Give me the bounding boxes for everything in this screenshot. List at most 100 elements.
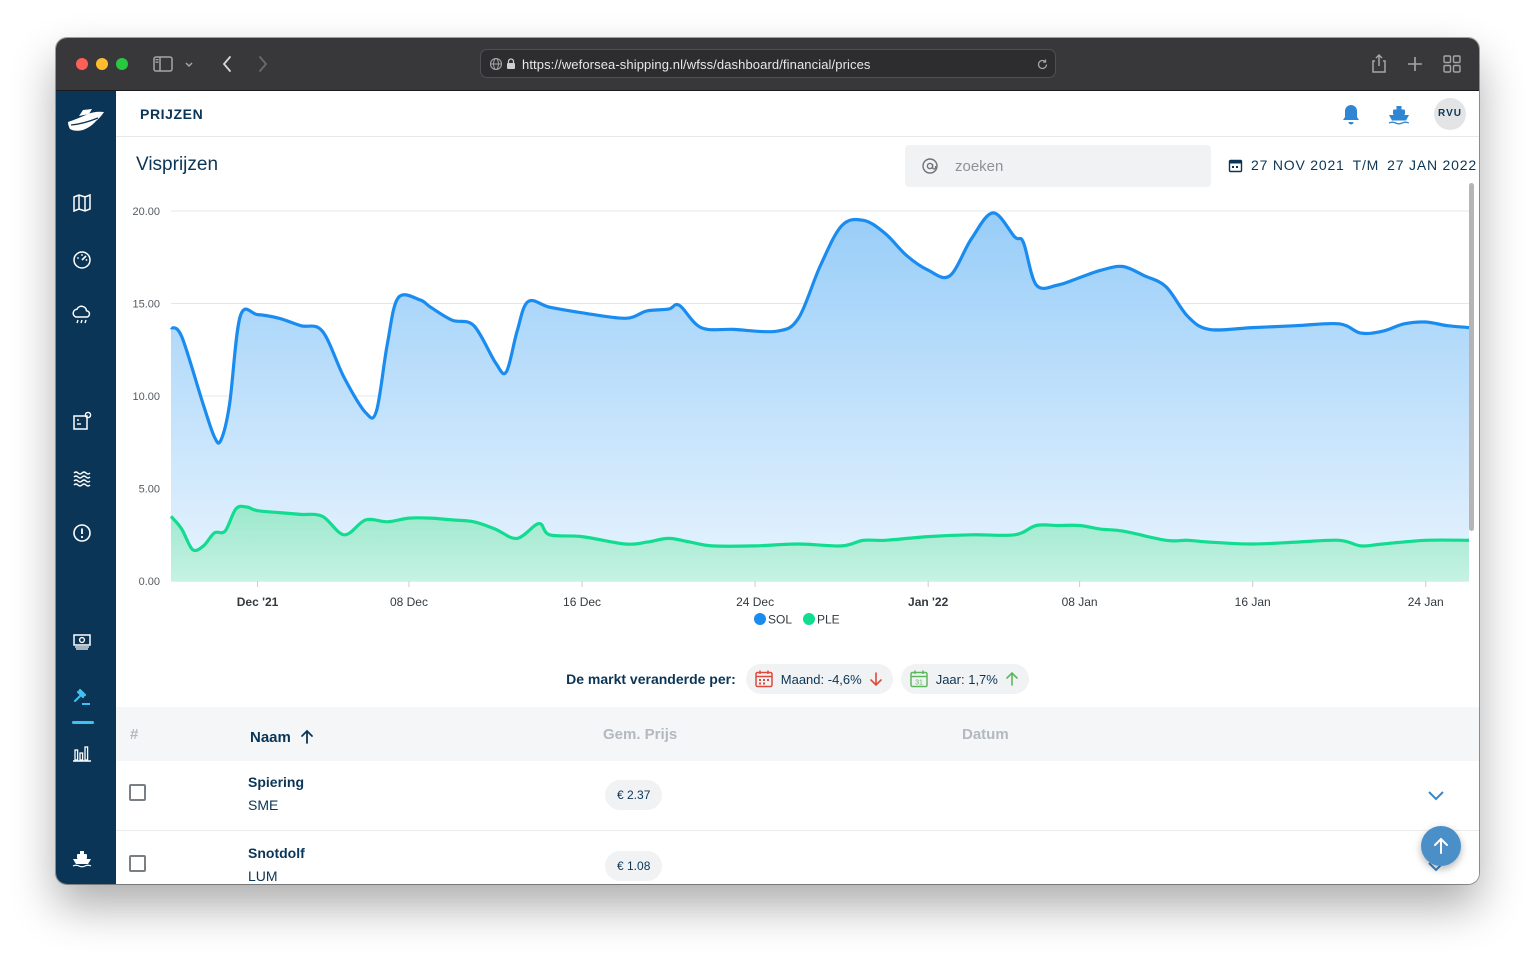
column-index: # — [130, 726, 139, 743]
expand-row-icon[interactable] — [1426, 785, 1446, 805]
x-tick-label: 16 Jan — [1235, 595, 1271, 609]
arrow-up-icon — [1434, 837, 1448, 854]
alert-icon[interactable] — [70, 521, 94, 545]
date-separator: T/M — [1352, 157, 1380, 173]
fish-code: SME — [248, 797, 279, 813]
row-checkbox[interactable] — [129, 784, 146, 801]
notification-bell-icon[interactable] — [1340, 102, 1362, 126]
forward-icon[interactable] — [250, 53, 274, 75]
ship-logo-icon[interactable] — [65, 105, 107, 135]
y-tick-label: 0.00 — [139, 576, 160, 588]
dashboard-gauge-icon[interactable] — [70, 247, 94, 271]
vessel-select-icon[interactable] — [1387, 102, 1411, 126]
table-row[interactable]: Spiering SME € 2.37 — [116, 761, 1479, 831]
x-axis: Dec '21 08 Dec 16 Dec 24 Dec Jan '22 08 Jan 16… — [237, 581, 1444, 609]
market-change-bar: De markt veranderde per: Maand: -4,6% 31… — [116, 664, 1479, 694]
calendar-month-icon — [755, 670, 773, 688]
x-tick-label: 16 Dec — [563, 595, 601, 609]
weather-rain-icon[interactable] — [70, 303, 94, 327]
reload-icon[interactable] — [1036, 58, 1049, 71]
browser-titlebar: https://weforsea-shipping.nl/wfss/dashbo… — [56, 38, 1479, 91]
y-tick-label: 15.00 — [132, 299, 160, 311]
auction-gavel-icon[interactable] — [70, 685, 94, 709]
average-price: € 2.37 — [605, 780, 663, 810]
sidebar — [56, 91, 116, 884]
date-from: 27 NOV 2021 — [1251, 157, 1345, 173]
y-tick-label: 5.00 — [139, 484, 160, 496]
bar-chart-icon[interactable] — [70, 741, 94, 765]
minimize-window-button[interactable] — [96, 58, 108, 70]
search-box — [905, 145, 1211, 187]
tab-overview-icon[interactable] — [1440, 53, 1464, 75]
arrow-down-icon — [869, 672, 882, 687]
row-checkbox[interactable] — [129, 855, 146, 872]
area-map-icon[interactable] — [70, 409, 94, 433]
legend-label-sol: SOL — [768, 613, 792, 627]
page-title: Visprijzen — [136, 154, 219, 175]
top-bar: PRIJZEN RVU — [116, 91, 1479, 137]
chevron-down-icon[interactable] — [182, 53, 196, 75]
x-tick-label: 24 Dec — [736, 595, 774, 609]
money-icon[interactable] — [70, 629, 94, 653]
url-text: https://weforsea-shipping.nl/wfss/dashbo… — [522, 57, 871, 72]
date-to: 27 JAN 2022 — [1387, 157, 1477, 173]
y-tick-label: 20.00 — [132, 206, 160, 218]
svg-text:31: 31 — [915, 680, 923, 687]
search-input[interactable] — [955, 145, 1195, 187]
chart-areas — [171, 212, 1469, 582]
calendar-icon — [1228, 159, 1243, 172]
globe-icon — [489, 57, 503, 71]
sort-ascending-icon — [301, 729, 313, 744]
x-tick-label: Jan '22 — [908, 595, 949, 609]
search-icon — [922, 158, 938, 174]
price-chart: 0.00 5.00 10.00 15.00 20.00 Dec '21 08 Dec 16 … — [132, 206, 1470, 627]
zoom-window-button[interactable] — [116, 58, 128, 70]
arrow-up-icon — [1006, 671, 1018, 686]
column-price[interactable]: Gem. Prijs — [603, 726, 678, 743]
scroll-to-top-button[interactable] — [1421, 826, 1461, 866]
table-row[interactable]: Snotdolf LUM € 1.08 — [116, 832, 1479, 884]
market-change-label: De markt veranderde per: — [566, 671, 736, 687]
y-tick-label: 10.00 — [132, 391, 160, 403]
close-window-button[interactable] — [76, 58, 88, 70]
series-area-ple — [171, 506, 1469, 581]
x-tick-label: Dec '21 — [237, 595, 279, 609]
x-tick-label: 08 Jan — [1062, 595, 1098, 609]
year-change-value: Jaar: 1,7% — [935, 671, 998, 687]
active-nav-indicator — [72, 721, 94, 724]
user-avatar[interactable]: RVU — [1434, 98, 1466, 130]
average-price: € 1.08 — [605, 851, 663, 881]
x-tick-label: 08 Dec — [390, 595, 428, 609]
series-line-sol — [169, 211, 1470, 445]
lock-icon — [507, 58, 515, 69]
legend-marker-sol — [754, 613, 766, 625]
fish-name: Snotdolf — [248, 845, 305, 861]
vessel-icon[interactable] — [70, 845, 94, 869]
legend-marker-ple — [803, 613, 815, 625]
legend-label-ple: PLE — [817, 613, 840, 627]
waves-icon[interactable] — [70, 466, 94, 490]
calendar-year-icon: 31 — [909, 670, 928, 688]
column-date[interactable]: Datum — [962, 726, 1009, 743]
chart-scrollbar[interactable] — [1469, 183, 1474, 531]
column-naam-sort[interactable]: Naam — [250, 726, 314, 746]
series-line-ple — [169, 504, 1470, 553]
fish-code: LUM — [248, 868, 278, 884]
share-icon[interactable] — [1367, 53, 1391, 75]
sidebar-toggle-icon[interactable] — [152, 53, 176, 75]
address-bar[interactable]: https://weforsea-shipping.nl/wfss/dashbo… — [480, 49, 1056, 78]
series-area-sol — [171, 212, 1469, 582]
x-tick-label: 24 Jan — [1408, 595, 1444, 609]
section-title: PRIJZEN — [140, 106, 204, 122]
back-icon[interactable] — [216, 53, 240, 75]
month-change-value: Maand: -4,6% — [780, 671, 862, 687]
new-tab-icon[interactable] — [1403, 53, 1427, 75]
month-change-badge: Maand: -4,6% — [745, 664, 893, 694]
column-naam-label: Naam — [250, 729, 291, 746]
map-icon[interactable] — [70, 191, 94, 215]
date-range-picker[interactable]: 27 NOV 2021 T/M 27 JAN 2022 — [1228, 157, 1477, 173]
chart-legend[interactable]: SOL PLE — [754, 613, 840, 627]
y-axis: 0.00 5.00 10.00 15.00 20.00 — [132, 206, 160, 588]
browser-window: https://weforsea-shipping.nl/wfss/dashbo… — [56, 38, 1479, 884]
main-content: PRIJZEN RVU Visprijzen 27 NOV 2021 T/M 2… — [116, 91, 1479, 884]
